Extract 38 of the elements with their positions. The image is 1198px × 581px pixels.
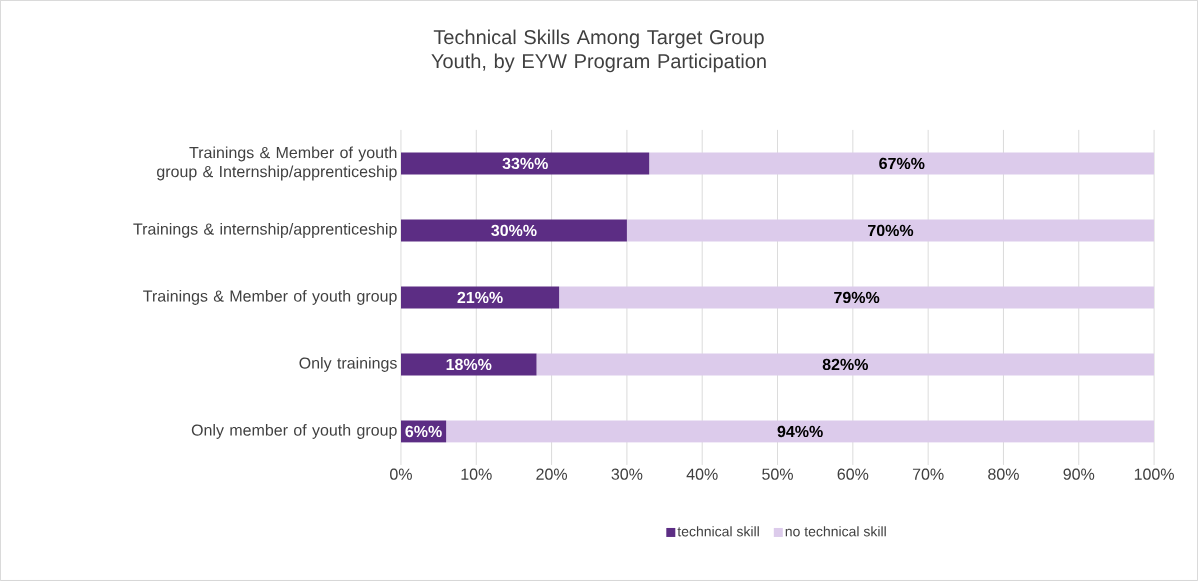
- bar: [400, 286, 560, 309]
- x-tick-label: 100%: [1134, 468, 1174, 480]
- bar: [400, 353, 537, 376]
- data-label: 82%%: [822, 358, 869, 371]
- legend-label: technical skill: [677, 526, 759, 537]
- data-label: 33%%: [502, 157, 548, 170]
- data-label: 67%%: [879, 157, 925, 170]
- x-tick-label: 20%: [536, 468, 568, 480]
- x-tick-label: 10%: [461, 468, 492, 480]
- bar: [446, 420, 1155, 443]
- x-tick-label: 80%: [988, 468, 1019, 480]
- x-tick-label: 40%: [686, 468, 718, 480]
- data-label: 70%%: [868, 224, 914, 237]
- y-tick-label: Only trainings: [299, 357, 397, 372]
- bar: [649, 152, 1155, 175]
- data-label: 94%%: [777, 425, 823, 438]
- x-tick-label: 60%: [837, 468, 869, 480]
- chart-title: Technical Skills Among Target Group Youth, by EYW Program Participation: [431, 29, 766, 73]
- data-label: 30%%: [491, 224, 537, 237]
- data-label: 18%%: [446, 358, 492, 371]
- x-tick-label: 90%: [1063, 468, 1095, 480]
- y-tick-label: Trainings & Member of youth group & Internship/apprenticeship: [157, 146, 397, 181]
- bar: [559, 286, 1155, 309]
- x-tick-label: 70%: [912, 468, 944, 480]
- x-tick-label: 0%: [390, 468, 412, 480]
- data-label: 79%%: [834, 291, 880, 304]
- legend-label: no technical skill: [785, 526, 886, 537]
- bar: [536, 353, 1155, 376]
- y-tick-label: Trainings & Member of youth group: [143, 290, 397, 305]
- x-tick-label: 30%: [611, 468, 643, 480]
- bar: [400, 219, 627, 242]
- x-tick-label: 50%: [762, 468, 793, 480]
- y-tick-label: Only member of youth group: [191, 424, 397, 439]
- bar: [626, 219, 1155, 242]
- y-tick-label: Trainings & internship/apprenticeship: [133, 223, 397, 238]
- bar: [400, 152, 650, 175]
- data-label: 6%%: [405, 425, 442, 438]
- data-label: 21%%: [457, 291, 503, 304]
